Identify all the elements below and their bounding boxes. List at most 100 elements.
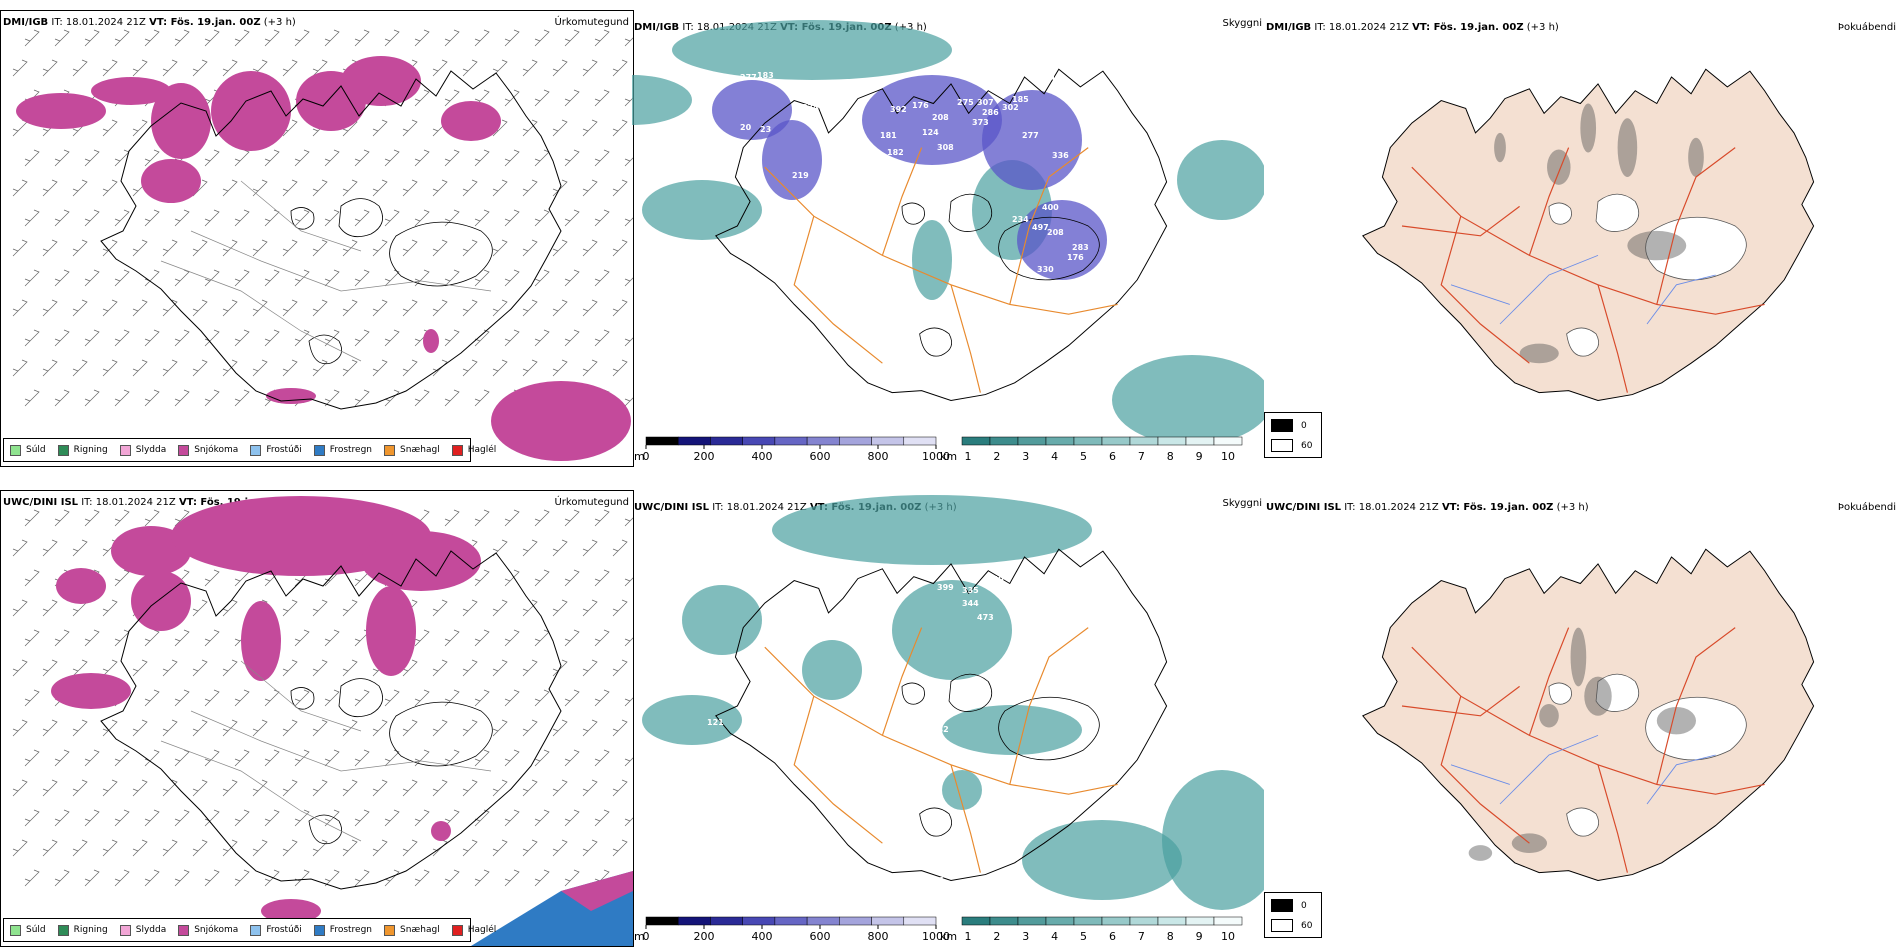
visibility-label: 302 — [1002, 103, 1019, 112]
legend-item: Haglél — [451, 444, 497, 456]
fog-legend: 0 60 — [1264, 892, 1322, 938]
visibility-label: 373 — [972, 118, 989, 127]
fog-legend-max: 60 — [1301, 440, 1313, 451]
model-name: UWC/DINI ISL — [3, 497, 79, 508]
legend-swatch — [384, 444, 396, 456]
legend-label: Súld — [26, 925, 46, 935]
legend-label: Slydda — [135, 925, 167, 935]
visibility-colorbar-swatch — [806, 436, 840, 446]
fog-panel-row2: UWC/DINI ISL IT: 18.01.2024 21Z VT: Fös.… — [1264, 490, 1900, 945]
cloud-colorbar-swatch — [961, 436, 991, 446]
legend-item: Frostregn — [313, 924, 372, 936]
visibility-label: 344 — [962, 599, 979, 608]
precip-map — [12, 29, 633, 461]
cloud-colorbar-unit: km — [940, 930, 957, 943]
visibility-label: 185 — [1012, 95, 1029, 104]
cloud-colorbar-tick: 5 — [1080, 930, 1087, 943]
legend-label: Haglél — [467, 445, 497, 455]
visibility-label: 277 — [1022, 131, 1039, 140]
fog-legend-min: 0 — [1301, 420, 1307, 431]
legend-swatch — [313, 444, 325, 456]
fog-legend: 0 60 — [1264, 412, 1322, 458]
legend-label: Snæhagl — [400, 445, 440, 455]
visibility-label: 497 — [1032, 223, 1049, 232]
panel-title: Úrkomutegund — [554, 17, 629, 28]
visibility-colorbar-tick: 600 — [810, 450, 831, 463]
cloud-colorbar-tick: 10 — [1221, 930, 1235, 943]
visibility-colorbar-tick: 1000 — [922, 450, 950, 463]
legend-label: Snjókoma — [194, 925, 239, 935]
visibility-label: 176 — [1067, 253, 1084, 262]
visibility-label: 277 — [740, 73, 757, 82]
visibility-colorbar-swatch — [677, 436, 711, 446]
visibility-label: 183 — [757, 71, 774, 80]
cloud-colorbar-swatch — [1157, 916, 1187, 926]
visibility-label: 344 — [1044, 73, 1061, 82]
legend-swatch — [57, 444, 69, 456]
visibility-colorbar-swatch — [710, 916, 743, 926]
legend-item: Haglél — [451, 924, 497, 936]
cloud-colorbar-swatch — [989, 916, 1019, 926]
legend-label: Haglél — [467, 925, 497, 935]
cloud-colorbar-swatch — [1101, 436, 1131, 446]
cloud-colorbar-swatch — [961, 916, 991, 926]
cloud-colorbar-tick: 3 — [1022, 930, 1029, 943]
lead-time: (+3 h) — [1526, 22, 1559, 33]
cloud-colorbar-tick: 5 — [1080, 450, 1087, 463]
cloud-colorbar-tick: 7 — [1138, 930, 1145, 943]
visibility-colorbar-swatch — [903, 916, 937, 926]
cloud-colorbar-unit: km — [940, 450, 957, 463]
visibility-colorbar-unit: m — [634, 930, 645, 943]
model-name: DMI/IGB — [634, 22, 680, 33]
cloud-colorbar-swatch — [1185, 436, 1215, 446]
cloud-colorbar-swatch — [1101, 916, 1131, 926]
visibility-label: 286 — [982, 108, 999, 117]
cloud-colorbar-swatch — [1045, 916, 1075, 926]
legend-item: Frostregn — [313, 444, 373, 456]
visibility-label: 121 — [707, 718, 724, 727]
cloud-colorbar-swatch — [1157, 436, 1187, 446]
visibility-label: 275 — [957, 98, 974, 107]
cloud-colorbar-swatch — [1073, 916, 1103, 926]
visibility-colorbar-swatch — [645, 916, 679, 926]
fog-legend-min: 0 — [1301, 900, 1307, 911]
legend-label: Rigning — [73, 925, 108, 935]
visibility-label: 399 — [937, 583, 954, 592]
legend-swatch — [250, 444, 262, 456]
visibility-label: 346 — [927, 876, 944, 885]
model-name: UWC/DINI ISL — [634, 502, 710, 513]
init-time: IT: 18.01.2024 21Z — [81, 497, 176, 508]
panel-header: DMI/IGB IT: 18.01.2024 21Z VT: Fös. 19.j… — [1266, 22, 1559, 34]
visibility-label: 473 — [977, 613, 994, 622]
precip-legend: Súld Rigning Slydda Snjókoma Frostúði Frostre… — [3, 438, 496, 462]
legend-swatch — [10, 444, 21, 456]
fog-map — [1362, 548, 1815, 881]
visibility-label: 152 — [1087, 293, 1104, 302]
valid-time: VT: Fös. 19.jan. 00Z — [1412, 22, 1524, 33]
legend-swatch — [119, 924, 131, 936]
cloud-colorbar-swatch — [1017, 916, 1047, 926]
legend-label: Snjókoma — [194, 445, 239, 455]
panel-header: UWC/DINI ISL IT: 18.01.2024 21Z VT: Fös.… — [1266, 502, 1589, 514]
visibility-label: 359 — [767, 708, 784, 717]
legend-swatch — [119, 444, 131, 456]
visibility-label: 308 — [937, 143, 954, 152]
legend-label: Frostregn — [329, 445, 373, 455]
visibility-label: 50 — [912, 883, 924, 892]
legend-item: Snæhagl — [384, 444, 440, 456]
visibility-label: 307 — [977, 98, 994, 107]
legend-label: Slydda — [135, 445, 167, 455]
init-time: IT: 18.01.2024 21Z — [712, 502, 807, 513]
visibility-label: 219 — [792, 171, 809, 180]
visibility-colorbar-tick: 1000 — [922, 930, 950, 943]
visibility-colorbar-tick: 400 — [752, 930, 773, 943]
legend-swatch — [451, 444, 463, 456]
visibility-colorbar-swatch — [774, 436, 808, 446]
visibility-label: 283 — [1072, 243, 1089, 252]
visibility-colorbar-tick: 400 — [752, 450, 773, 463]
visibility-label: 335 — [962, 586, 979, 595]
panel-header: DMI/IGB IT: 18.01.2024 21Z VT: Fös. 19.j… — [3, 17, 296, 29]
cloud-colorbar-swatch — [1045, 436, 1075, 446]
visibility-label: 426 — [919, 896, 936, 905]
